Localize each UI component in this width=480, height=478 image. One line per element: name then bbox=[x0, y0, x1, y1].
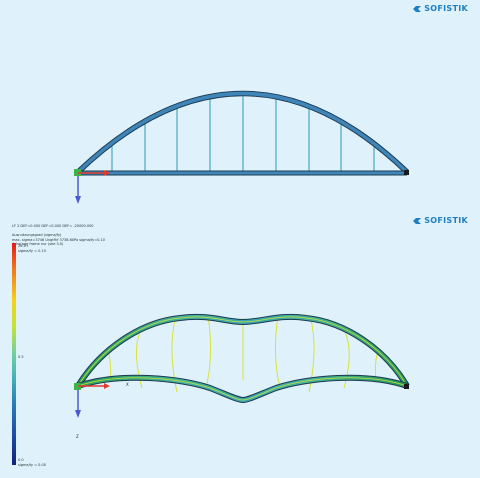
deformed-arch-highlight bbox=[77, 316, 408, 387]
legend-top-sub: sigma/fy = 0.10 bbox=[18, 248, 46, 253]
legend-mid-value: 0.5 bbox=[18, 355, 24, 359]
brand-name: SOFISTIK bbox=[424, 4, 468, 13]
hanger bbox=[343, 331, 350, 389]
sofistik-logo-icon bbox=[413, 5, 422, 12]
load-case-header: LF 2 DEF=0.000 DEF=0.000 DEF= -20000.000 bbox=[12, 224, 94, 228]
z-axis-label: Z bbox=[76, 434, 79, 439]
sofistik-logo-icon bbox=[413, 217, 422, 224]
undeformed-structure bbox=[74, 90, 409, 204]
hanger bbox=[274, 315, 281, 389]
legend-bottom-value: 0.0 bbox=[18, 458, 24, 462]
hangers bbox=[111, 92, 375, 172]
x-axis-arrowhead bbox=[104, 383, 110, 389]
brand-name: SOFISTIK bbox=[424, 216, 468, 225]
support-node-right bbox=[404, 170, 409, 175]
undeformed-view-panel: SOFISTIK bbox=[0, 0, 480, 238]
deformed-hangers bbox=[107, 315, 379, 393]
support-node-left bbox=[74, 169, 81, 176]
hanger bbox=[171, 319, 178, 393]
legend-title: Ausnutzungsgrad (sigma/fy) bbox=[12, 233, 62, 237]
hanger bbox=[308, 319, 315, 393]
x-axis-arrowhead bbox=[104, 170, 110, 176]
sofistik-logo-bottom: SOFISTIK bbox=[412, 216, 468, 225]
z-axis-arrowhead bbox=[75, 410, 81, 418]
hanger bbox=[136, 331, 143, 389]
legend-top-label: 26.0+ sigma/fy = 0.10 bbox=[18, 244, 46, 253]
z-axis-arrowhead bbox=[75, 196, 81, 204]
hanger bbox=[205, 315, 212, 389]
legend-subtitle-2: Achsrage frame nur (see 3.0) bbox=[12, 242, 64, 246]
arch-member bbox=[76, 91, 409, 174]
x-axis-label: X bbox=[126, 382, 129, 387]
legend-bottom-sub: sigma/fy = 0.00 bbox=[18, 462, 46, 467]
sofistik-logo: SOFISTIK bbox=[412, 4, 468, 13]
support-node-left bbox=[74, 383, 81, 390]
legend-subtitle-1: max. sigma=3746 Ungtfhf 3738.60Pa sigma/… bbox=[12, 237, 105, 242]
deformed-deck-highlight bbox=[77, 377, 408, 401]
legend-top-value: 26.0+ bbox=[18, 244, 29, 248]
legend-bottom-label: 0.0 sigma/fy = 0.00 bbox=[18, 458, 46, 467]
support-node-right bbox=[404, 384, 409, 389]
legend-header: Ausnutzungsgrad (sigma/fy) max. sigma=37… bbox=[12, 233, 105, 247]
color-scale-bar bbox=[12, 243, 16, 465]
